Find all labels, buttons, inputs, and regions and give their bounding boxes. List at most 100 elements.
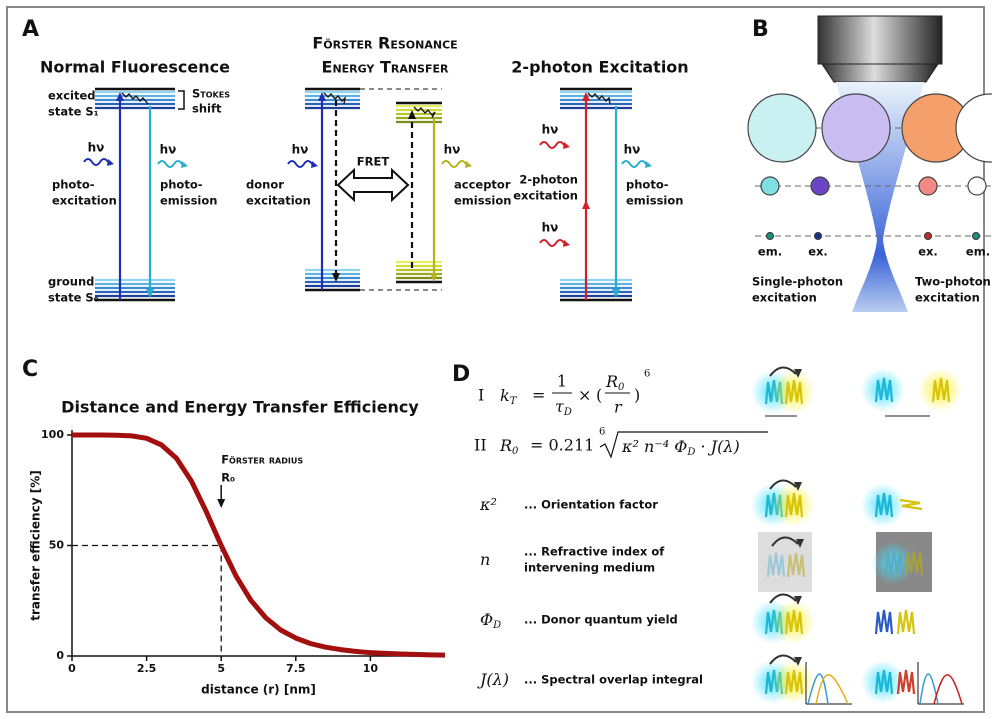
photon-head	[107, 159, 114, 166]
photon-head	[181, 161, 188, 168]
photon	[158, 161, 182, 167]
process-label: excitation	[52, 194, 117, 208]
formula-numeral: II	[474, 436, 487, 455]
process-label: photo-	[626, 178, 669, 192]
formula-term: = 0.211	[530, 436, 594, 455]
relaxation	[324, 93, 345, 104]
x-tick-label: 5	[217, 662, 225, 675]
formula-term: κ² n⁻⁴ ΦD · J(λ)	[621, 437, 740, 458]
y-tick-label: 50	[49, 539, 65, 552]
objective-tip	[822, 64, 938, 82]
legend-text: ... Spectral overlap integral	[524, 673, 703, 687]
relaxation	[122, 93, 148, 104]
caption: excitation	[915, 291, 980, 305]
spot-label: em.	[758, 245, 782, 259]
y-tick-label: 100	[41, 428, 64, 441]
focus-spot	[919, 177, 937, 195]
state-label: ground	[48, 275, 94, 289]
photon	[288, 161, 312, 167]
photon-head	[311, 161, 318, 168]
process-label: emission	[160, 194, 217, 208]
process-label: acceptor	[454, 178, 511, 192]
relaxation	[414, 107, 435, 118]
stokes-shift-label: Stokes	[192, 87, 230, 101]
formula-term: R0	[605, 372, 625, 393]
relaxation	[588, 93, 610, 104]
focus-spot	[822, 94, 890, 162]
formula-term: τD	[555, 397, 572, 418]
legend-text: intervening medium	[524, 561, 655, 575]
legend-symbol: ΦD	[480, 610, 501, 631]
process-label: photo-	[52, 178, 95, 192]
formula-term-part: · J(λ)	[695, 437, 739, 456]
photon	[540, 142, 564, 148]
formula-term: r	[614, 398, 623, 417]
focus-spot	[973, 233, 980, 240]
formula-term-part: R	[605, 372, 618, 391]
formula-term-part: R	[499, 436, 512, 455]
focus-spot	[925, 233, 932, 240]
photon-label: hν	[444, 143, 461, 157]
formula-term: kT	[500, 386, 518, 407]
x-tick-label: 2.5	[137, 662, 157, 675]
state-label: state S₀	[48, 291, 99, 305]
protein	[876, 610, 892, 634]
focus-spot	[748, 94, 816, 162]
formula-term: 1	[557, 372, 567, 391]
photon-head	[465, 161, 472, 168]
diagram-title: Förster Resonance	[312, 34, 457, 53]
process-label: emission	[626, 194, 683, 208]
legend-text: ... Refractive index of	[524, 545, 665, 559]
panel-label: C	[22, 357, 38, 382]
diagram-title: Normal Fluorescence	[40, 58, 230, 77]
legend-symbol: J(λ)	[477, 670, 509, 689]
photon	[84, 159, 108, 165]
panel-label: B	[752, 17, 769, 42]
diagram-title: Energy Transfer	[322, 58, 449, 77]
panel-label: D	[452, 362, 470, 387]
caption: excitation	[752, 291, 817, 305]
process-label: 2-photon	[519, 173, 578, 187]
process-label: emission	[454, 194, 511, 208]
transfer-arrow	[338, 170, 408, 200]
photon-label: hν	[542, 221, 559, 235]
photon-label: hν	[624, 143, 641, 157]
photon	[540, 240, 564, 246]
medium	[758, 532, 812, 592]
focus-spot	[956, 94, 992, 162]
photon-label: hν	[88, 141, 105, 155]
formula-term: 6	[599, 427, 605, 438]
caption: Two-photon	[915, 275, 991, 289]
formula-term: (	[596, 386, 602, 405]
process-label: photo-	[160, 178, 203, 192]
photon-label: hν	[542, 123, 559, 137]
photon	[622, 161, 646, 167]
legend-symbol: n	[480, 550, 490, 569]
spectrum	[816, 675, 848, 704]
annotation: Förster radius	[221, 453, 303, 467]
spot-label: em.	[966, 245, 990, 259]
formula-term: ×	[578, 386, 591, 405]
focus-spot	[767, 233, 774, 240]
state-label: state S₁	[48, 105, 99, 119]
legend-text: ... Donor quantum yield	[524, 613, 678, 627]
formula-term: )	[634, 386, 640, 405]
formula-term: R0	[499, 436, 519, 457]
caption: Single-photon	[752, 275, 843, 289]
x-tick-label: 7.5	[286, 662, 306, 675]
formula-term-part: D	[686, 447, 695, 458]
legend-text: ... Orientation factor	[524, 498, 658, 512]
formula-term-part: T	[510, 396, 518, 407]
arrow-head	[217, 499, 225, 508]
photon-head	[645, 161, 652, 168]
formula-term: 6	[644, 369, 650, 380]
formula-numeral: I	[478, 386, 484, 405]
photon-label: hν	[160, 143, 177, 157]
spot-label: ex.	[918, 245, 938, 259]
objective	[818, 16, 942, 64]
process-label: excitation	[246, 194, 311, 208]
focus-spot	[815, 233, 822, 240]
legend-symbol-part: D	[492, 620, 501, 631]
bracket	[178, 91, 184, 109]
diagram-title: 2-photon Excitation	[511, 58, 688, 77]
